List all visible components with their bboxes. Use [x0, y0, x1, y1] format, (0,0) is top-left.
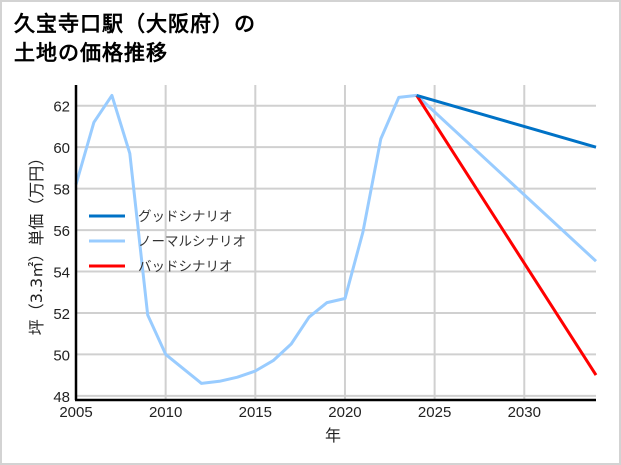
y-tick-label: 52: [53, 306, 70, 323]
y-tick-label: 62: [53, 99, 70, 116]
legend-item: バッドシナリオ: [89, 259, 233, 275]
y-axis-label: 坪（3.3㎡）単価（万円）: [27, 150, 46, 335]
axes: [74, 85, 596, 402]
series-line: [74, 93, 598, 385]
x-axis-label: 年: [325, 426, 341, 445]
y-tick-label: 50: [53, 347, 70, 364]
chart-title-line2: 土地の価格推移: [14, 41, 168, 65]
chart-title-line1: 久宝寺口駅（大阪府）の: [14, 12, 256, 36]
y-tick-label: 60: [53, 140, 70, 157]
chart-title: 久宝寺口駅（大阪府）の 土地の価格推移: [14, 10, 256, 68]
x-tick-label: 2020: [328, 404, 361, 421]
data-lines: [74, 93, 598, 385]
legend-label: グッドシナリオ: [138, 209, 233, 225]
x-tick-label: 2025: [418, 404, 451, 421]
tick-labels: 48 50 52 54 56 58 60 62 2005 2010 2015 2020 2025 2030: [53, 99, 541, 421]
y-tick-label: 48: [53, 389, 70, 406]
x-tick-label: 2005: [59, 404, 92, 421]
legend-item: ノーマルシナリオ: [89, 234, 246, 250]
series-line: [416, 93, 597, 149]
x-tick-label: 2015: [239, 404, 272, 421]
y-tick-label: 56: [53, 223, 70, 240]
legend-label: ノーマルシナリオ: [138, 234, 246, 250]
x-tick-label: 2010: [149, 404, 182, 421]
legend-item: グッドシナリオ: [89, 209, 233, 225]
series-line: [415, 94, 598, 376]
y-tick-label: 54: [53, 265, 70, 282]
y-tick-label: 58: [53, 182, 70, 199]
grid-lines: [75, 85, 596, 400]
x-tick-label: 2030: [508, 404, 541, 421]
legend-label: バッドシナリオ: [138, 259, 233, 275]
